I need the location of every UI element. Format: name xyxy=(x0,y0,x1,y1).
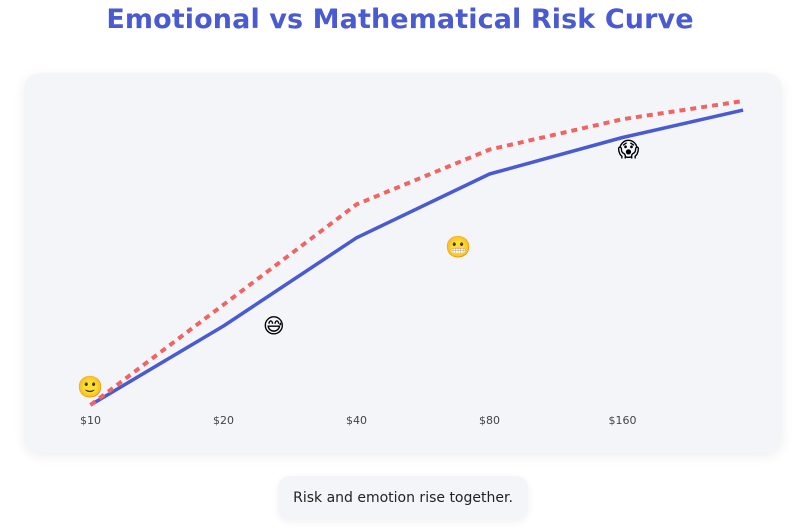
emoji-marker: 😱 xyxy=(617,138,639,162)
emoji-marker: 😅 xyxy=(263,314,285,338)
emoji-marker: 😬 xyxy=(445,235,471,259)
x-tick-label: $40 xyxy=(346,414,367,427)
emoji-marker: 🙂 xyxy=(77,375,103,399)
chart-card: $10 $20 $40 $80 $160 🙂 😅 😬 😱 xyxy=(24,73,782,453)
page-title: Emotional vs Mathematical Risk Curve xyxy=(106,4,694,35)
x-tick-label: $20 xyxy=(213,414,234,427)
series-line-solid xyxy=(89,108,744,407)
risk-curve-chart: $10 $20 $40 $80 $160 🙂 😅 😬 😱 xyxy=(77,99,744,427)
x-tick-label: $80 xyxy=(479,414,500,427)
x-tick-label: $160 xyxy=(609,414,637,427)
series-line-dashed xyxy=(89,99,744,407)
x-tick-label: $10 xyxy=(80,414,101,427)
caption-box: Risk and emotion rise together. xyxy=(278,476,528,520)
